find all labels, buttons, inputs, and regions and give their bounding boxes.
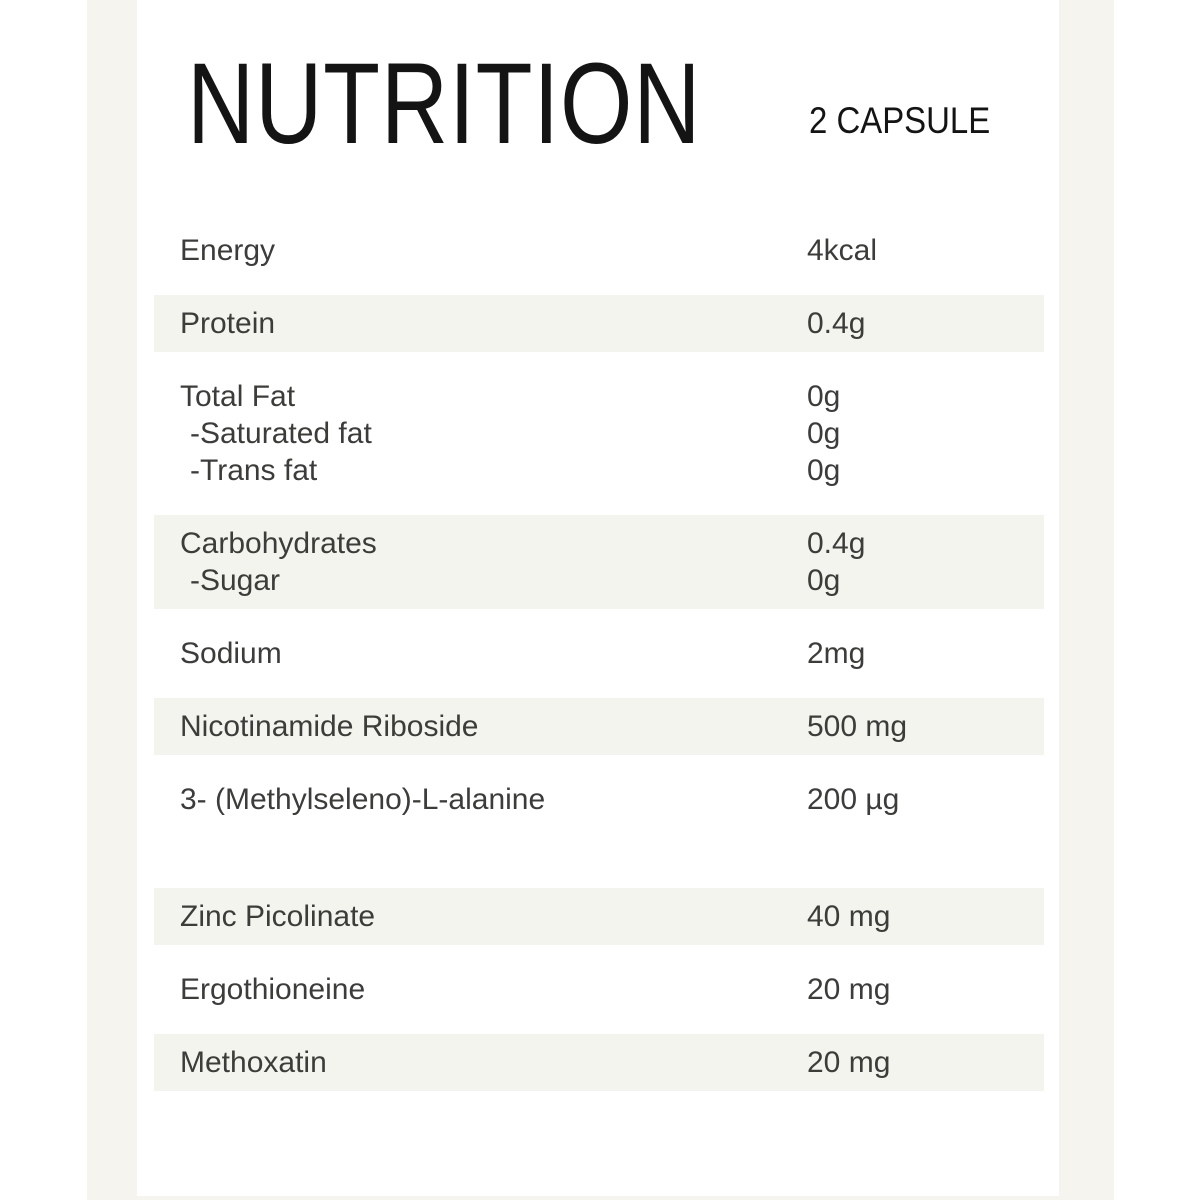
nutrient-label: Sodium	[180, 637, 282, 670]
nutrient-value: 0.4g	[807, 527, 866, 560]
nutrition-row-zinc-picolinate: Zinc Picolinate 40 mg	[154, 888, 1044, 945]
nutrition-title: NUTRITION	[187, 40, 702, 168]
nutrient-line: Sodium 2mg	[180, 635, 1044, 672]
nutrient-value: 40 mg	[807, 900, 891, 933]
nutrient-value: 20 mg	[807, 973, 891, 1006]
nutrient-label: -Sugar	[190, 564, 281, 597]
nutrient-subline: -Saturated fat 0g	[180, 415, 1044, 452]
nutrient-line: Energy 4kcal	[180, 232, 1044, 269]
nutrient-line: Ergothioneine 20 mg	[180, 971, 1044, 1008]
nutrient-label: Methoxatin	[180, 1046, 327, 1079]
nutrient-label: Zinc Picolinate	[180, 900, 376, 933]
nutrient-label: Carbohydrates	[180, 527, 377, 560]
nutrition-row-ergothioneine: Ergothioneine 20 mg	[154, 961, 1044, 1018]
nutrient-label: Nicotinamide Riboside	[180, 710, 479, 743]
nutrition-header: NUTRITION 2 CAPSULE	[137, 0, 1059, 222]
nutrient-line: Nicotinamide Riboside 500 mg	[180, 708, 1044, 745]
nutrient-value: 4kcal	[807, 234, 878, 267]
nutrient-line: 3- (Methylseleno)-L-alanine 200 µg	[180, 781, 1044, 818]
nutrition-row-carbohydrates: Carbohydrates 0.4g -Sugar 0g	[154, 515, 1044, 609]
nutrient-line: Total Fat 0g	[180, 378, 1044, 415]
nutrient-value: 0.4g	[807, 307, 866, 340]
nutrition-row-total-fat: Total Fat 0g -Saturated fat 0g -Trans fa…	[154, 368, 1044, 499]
nutrient-label: Energy	[180, 234, 276, 267]
nutrient-value: 20 mg	[807, 1046, 891, 1079]
nutrient-line: Carbohydrates 0.4g	[180, 525, 1044, 562]
nutrition-row-sodium: Sodium 2mg	[154, 625, 1044, 682]
nutrient-value: 0g	[807, 417, 841, 450]
label-frame: NUTRITION 2 CAPSULE Energy 4kcal Protein…	[87, 0, 1114, 1200]
nutrient-label: -Trans fat	[190, 454, 318, 487]
nutrient-line: Zinc Picolinate 40 mg	[180, 898, 1044, 935]
nutrient-subline: -Trans fat 0g	[180, 452, 1044, 489]
nutrient-label: Protein	[180, 307, 276, 340]
nutrient-subline: -Sugar 0g	[180, 562, 1044, 599]
nutrition-row-nicotinamide-riboside: Nicotinamide Riboside 500 mg	[154, 698, 1044, 755]
nutrient-value: 2mg	[807, 637, 866, 670]
nutrient-value: 500 mg	[807, 710, 908, 743]
serving-size: 2 CAPSULE	[809, 100, 991, 141]
nutrition-row-methoxatin: Methoxatin 20 mg	[154, 1034, 1044, 1091]
nutrient-line: Protein 0.4g	[180, 305, 1044, 342]
nutrition-row-energy: Energy 4kcal	[154, 222, 1044, 279]
nutrition-row-protein: Protein 0.4g	[154, 295, 1044, 352]
nutrient-label: Ergothioneine	[180, 973, 366, 1006]
nutrition-panel: NUTRITION 2 CAPSULE Energy 4kcal Protein…	[137, 0, 1059, 1196]
nutrient-label: -Saturated fat	[190, 417, 372, 450]
nutrition-table: Energy 4kcal Protein 0.4g Total Fat 0g -…	[154, 222, 1044, 1107]
nutrient-value: 0g	[807, 380, 841, 413]
nutrient-value: 0g	[807, 454, 841, 487]
nutrient-value: 200 µg	[807, 783, 900, 816]
nutrient-label: 3- (Methylseleno)-L-alanine	[180, 783, 546, 816]
nutrition-row-methylseleno-l-alanine: 3- (Methylseleno)-L-alanine 200 µg	[154, 771, 1044, 828]
nutrient-label: Total Fat	[180, 380, 296, 413]
nutrient-line: Methoxatin 20 mg	[180, 1044, 1044, 1081]
nutrient-value: 0g	[807, 564, 841, 597]
